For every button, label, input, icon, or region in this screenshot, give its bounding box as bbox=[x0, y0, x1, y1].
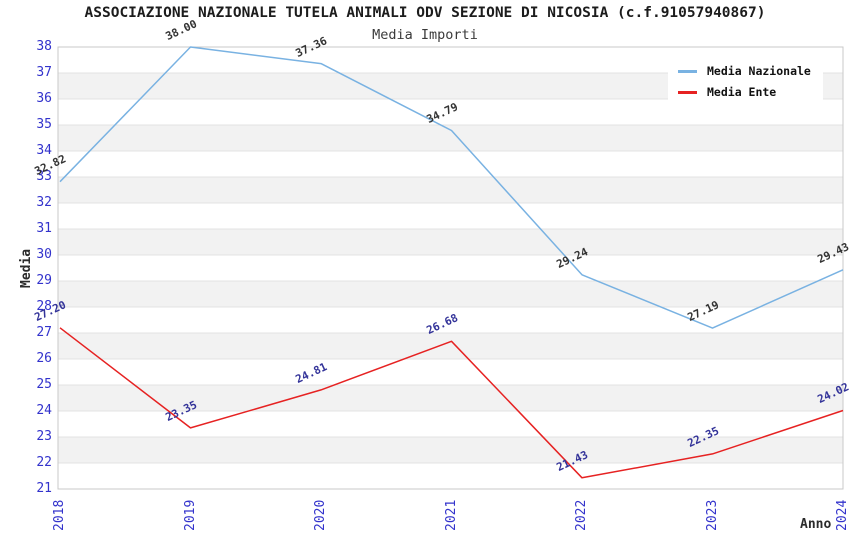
chart-title: ASSOCIAZIONE NAZIONALE TUTELA ANIMALI OD… bbox=[84, 5, 766, 21]
series-line-media-ente bbox=[59, 327, 844, 479]
legend-swatch-media-ente-icon bbox=[678, 90, 697, 94]
plot-border bbox=[57, 46, 844, 490]
x-axis-title: Anno bbox=[800, 517, 832, 532]
legend-item-media-nazionale: Media Nazionale bbox=[678, 64, 811, 78]
plot-band bbox=[58, 385, 843, 411]
legend: Media Nazionale Media Ente bbox=[668, 56, 823, 108]
plot-background bbox=[58, 47, 843, 489]
plot-band bbox=[58, 437, 843, 463]
y-axis-title: Media bbox=[19, 248, 34, 288]
legend-label-media-ente: Media Ente bbox=[707, 85, 777, 99]
plot-band bbox=[58, 125, 843, 151]
legend-swatch-media-nazionale-icon bbox=[678, 69, 697, 73]
plot-band bbox=[58, 229, 843, 255]
legend-label-media-nazionale: Media Nazionale bbox=[707, 64, 811, 78]
plot-band bbox=[58, 333, 843, 359]
series-line-media-nazionale bbox=[59, 46, 844, 329]
chart-subtitle: Media Importi bbox=[372, 27, 478, 43]
plot-band bbox=[58, 281, 843, 307]
plot-band bbox=[58, 177, 843, 203]
legend-item-media-ente: Media Ente bbox=[678, 85, 811, 99]
